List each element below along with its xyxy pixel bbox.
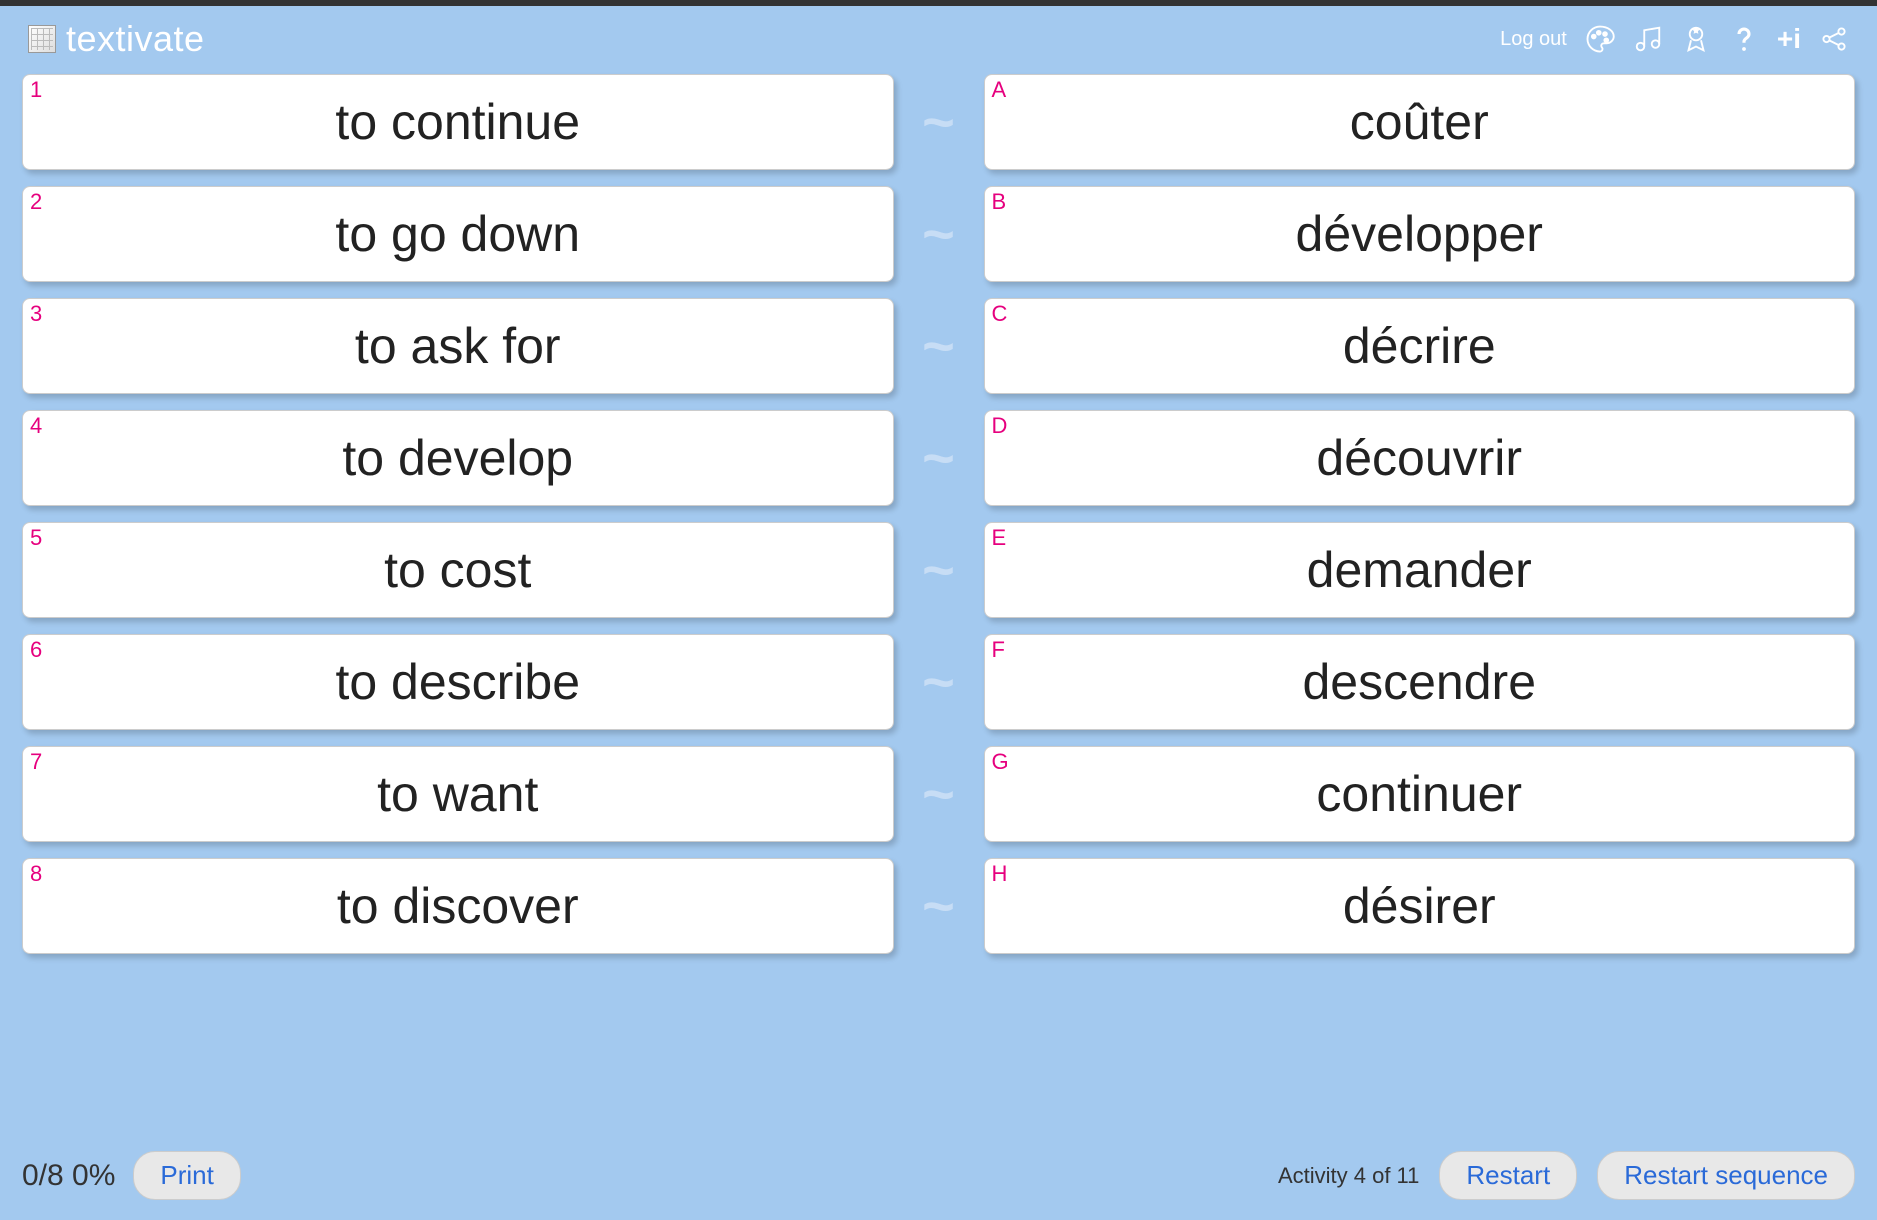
middle-column: ~ ~ ~ ~ ~ ~ ~ ~ <box>894 74 984 1133</box>
left-card-wrap: 6 to describe <box>22 634 894 730</box>
right-card-wrap: F descendre <box>984 634 1856 730</box>
tilde-icon: ~ <box>922 542 955 598</box>
card-label: E <box>992 525 1007 551</box>
restart-button[interactable]: Restart <box>1439 1151 1577 1200</box>
tilde-icon: ~ <box>922 206 955 262</box>
share-icon[interactable] <box>1819 24 1849 54</box>
right-card-wrap: D découvrir <box>984 410 1856 506</box>
right-card-h[interactable]: désirer <box>984 858 1856 954</box>
footer-right: Activity 4 of 11 Restart Restart sequenc… <box>1278 1151 1855 1200</box>
left-card-8[interactable]: to discover <box>22 858 894 954</box>
card-label: 7 <box>30 749 42 775</box>
plus-i-icon[interactable]: +i <box>1777 23 1801 55</box>
right-card-wrap: C décrire <box>984 298 1856 394</box>
left-card-wrap: 8 to discover <box>22 858 894 954</box>
music-icon[interactable] <box>1633 24 1663 54</box>
app-container: textivate Log out +i 1 <box>0 6 1877 1220</box>
left-card-7[interactable]: to want <box>22 746 894 842</box>
tilde-icon: ~ <box>922 766 955 822</box>
right-card-d[interactable]: découvrir <box>984 410 1856 506</box>
left-card-wrap: 3 to ask for <box>22 298 894 394</box>
card-label: G <box>992 749 1009 775</box>
palette-icon[interactable] <box>1585 24 1615 54</box>
logout-link[interactable]: Log out <box>1500 28 1567 51</box>
footer: 0/8 0% Print Activity 4 of 11 Restart Re… <box>0 1133 1877 1220</box>
left-card-5[interactable]: to cost <box>22 522 894 618</box>
card-label: H <box>992 861 1008 887</box>
logo-icon <box>28 25 56 53</box>
right-card-b[interactable]: développer <box>984 186 1856 282</box>
right-card-wrap: B développer <box>984 186 1856 282</box>
tilde-icon: ~ <box>922 94 955 150</box>
left-card-1[interactable]: to continue <box>22 74 894 170</box>
activity-counter: Activity 4 of 11 <box>1278 1163 1419 1189</box>
tilde-icon: ~ <box>922 318 955 374</box>
card-label: 6 <box>30 637 42 663</box>
tilde-icon: ~ <box>922 654 955 710</box>
card-label: 5 <box>30 525 42 551</box>
print-button[interactable]: Print <box>133 1151 240 1200</box>
right-card-wrap: G continuer <box>984 746 1856 842</box>
left-column: 1 to continue 2 to go down 3 to ask for … <box>22 74 894 1133</box>
card-label: B <box>992 189 1007 215</box>
tilde-icon: ~ <box>922 878 955 934</box>
right-card-wrap: A coûter <box>984 74 1856 170</box>
left-card-6[interactable]: to describe <box>22 634 894 730</box>
score-text: 0/8 0% <box>22 1159 115 1193</box>
app-name: textivate <box>66 18 205 60</box>
left-card-wrap: 1 to continue <box>22 74 894 170</box>
right-card-wrap: H désirer <box>984 858 1856 954</box>
card-label: 8 <box>30 861 42 887</box>
card-label: 4 <box>30 413 42 439</box>
right-column: A coûter B développer C décrire D découv… <box>984 74 1856 1133</box>
left-card-3[interactable]: to ask for <box>22 298 894 394</box>
left-card-2[interactable]: to go down <box>22 186 894 282</box>
card-label: C <box>992 301 1008 327</box>
card-label: F <box>992 637 1005 663</box>
header-right: Log out +i <box>1500 23 1849 55</box>
right-card-c[interactable]: décrire <box>984 298 1856 394</box>
header: textivate Log out +i <box>0 6 1877 68</box>
main-area: 1 to continue 2 to go down 3 to ask for … <box>0 68 1877 1133</box>
card-label: 1 <box>30 77 42 103</box>
award-icon[interactable] <box>1681 24 1711 54</box>
left-card-4[interactable]: to develop <box>22 410 894 506</box>
restart-sequence-button[interactable]: Restart sequence <box>1597 1151 1855 1200</box>
card-label: 3 <box>30 301 42 327</box>
left-card-wrap: 5 to cost <box>22 522 894 618</box>
left-card-wrap: 2 to go down <box>22 186 894 282</box>
logo-area[interactable]: textivate <box>28 18 205 60</box>
help-icon[interactable] <box>1729 24 1759 54</box>
right-card-e[interactable]: demander <box>984 522 1856 618</box>
right-card-a[interactable]: coûter <box>984 74 1856 170</box>
left-card-wrap: 7 to want <box>22 746 894 842</box>
footer-left: 0/8 0% Print <box>22 1151 241 1200</box>
right-card-wrap: E demander <box>984 522 1856 618</box>
card-label: A <box>992 77 1007 103</box>
card-label: 2 <box>30 189 42 215</box>
left-card-wrap: 4 to develop <box>22 410 894 506</box>
card-label: D <box>992 413 1008 439</box>
tilde-icon: ~ <box>922 430 955 486</box>
right-card-g[interactable]: continuer <box>984 746 1856 842</box>
right-card-f[interactable]: descendre <box>984 634 1856 730</box>
